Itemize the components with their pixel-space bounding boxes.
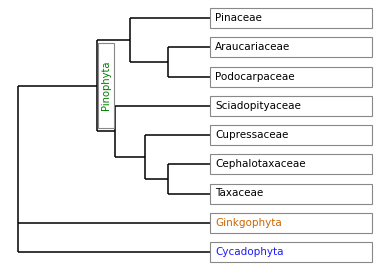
Text: Pinaceae: Pinaceae — [215, 13, 262, 23]
FancyBboxPatch shape — [210, 242, 372, 262]
Text: Araucariaceae: Araucariaceae — [215, 42, 290, 52]
FancyBboxPatch shape — [210, 37, 372, 57]
Text: Pinophyta: Pinophyta — [101, 61, 111, 110]
FancyBboxPatch shape — [210, 184, 372, 204]
FancyBboxPatch shape — [210, 66, 372, 86]
FancyBboxPatch shape — [210, 125, 372, 145]
FancyBboxPatch shape — [210, 213, 372, 233]
Text: Sciadopityaceae: Sciadopityaceae — [215, 101, 301, 111]
FancyBboxPatch shape — [210, 8, 372, 28]
FancyBboxPatch shape — [98, 43, 114, 128]
FancyBboxPatch shape — [210, 154, 372, 174]
FancyBboxPatch shape — [210, 96, 372, 116]
Text: Ginkgophyta: Ginkgophyta — [215, 218, 282, 228]
Text: Taxaceae: Taxaceae — [215, 188, 263, 198]
Text: Podocarpaceae: Podocarpaceae — [215, 72, 294, 82]
Text: Cupressaceae: Cupressaceae — [215, 130, 288, 140]
Text: Cephalotaxaceae: Cephalotaxaceae — [215, 159, 306, 169]
Text: Cycadophyta: Cycadophyta — [215, 247, 283, 257]
